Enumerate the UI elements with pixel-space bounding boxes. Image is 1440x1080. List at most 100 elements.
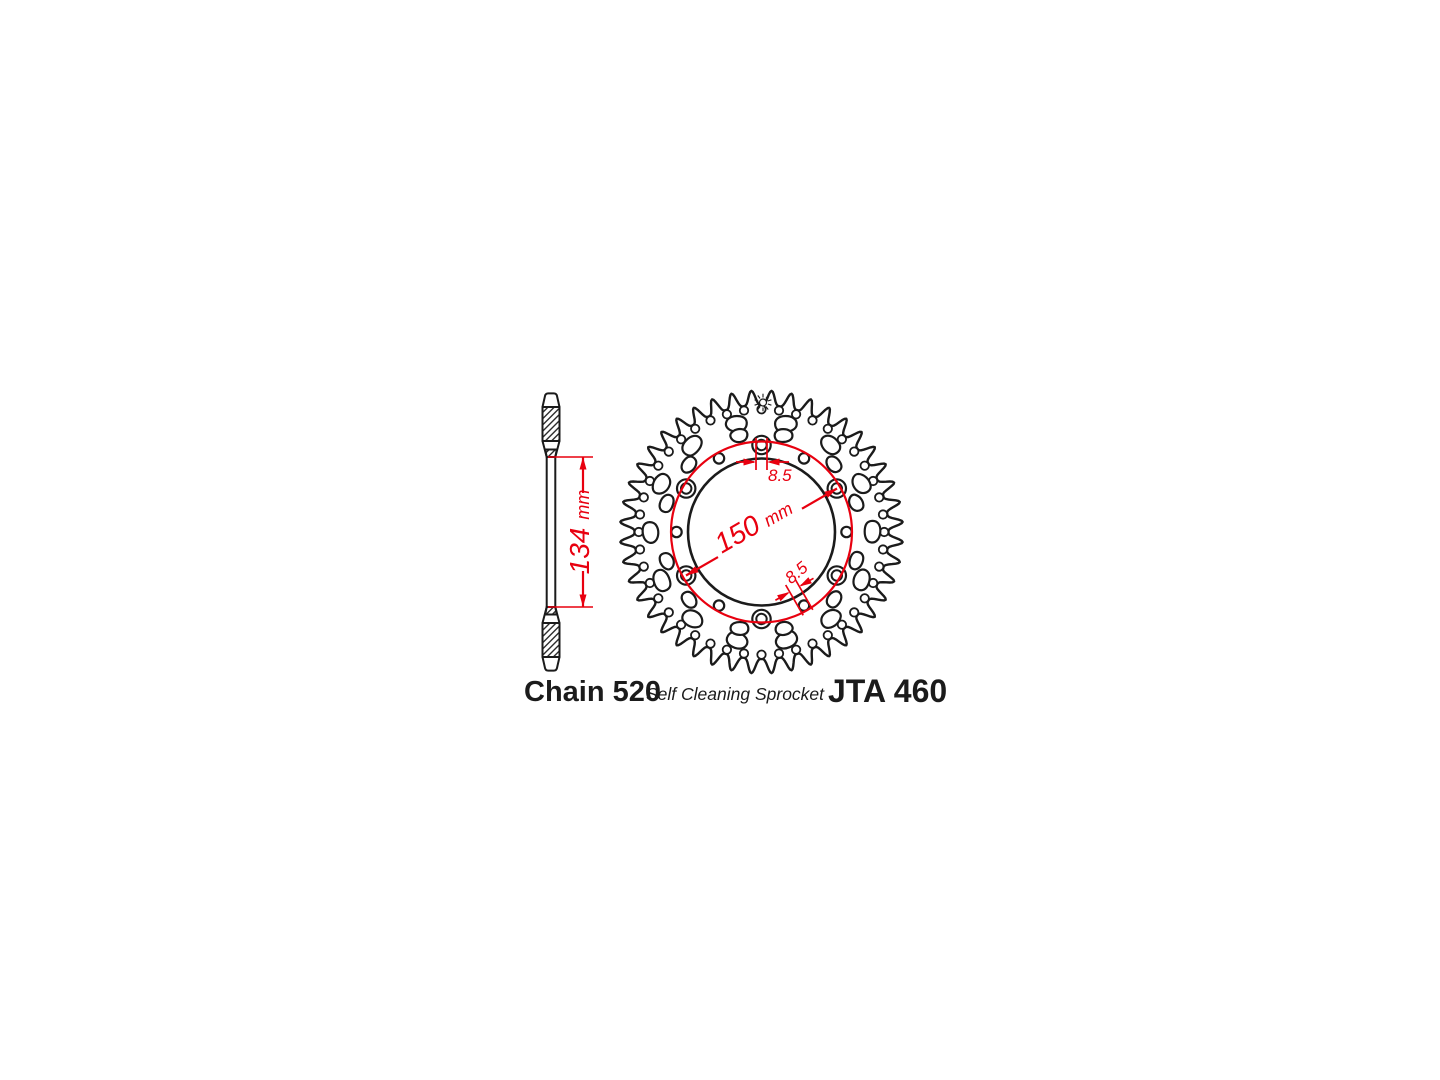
valley-hole — [638, 561, 649, 572]
sun-burst-icon — [754, 393, 772, 412]
lightening-hole — [847, 493, 865, 512]
lightening-hole — [724, 414, 748, 433]
valley-hole — [634, 544, 646, 555]
valley-hole — [705, 415, 716, 426]
lightening-hole — [852, 568, 871, 592]
callout-arrowhead — [743, 458, 756, 466]
carrier-plate-section — [545, 456, 557, 608]
relief-hole-callout-line — [784, 584, 804, 616]
valley-hole — [874, 561, 885, 572]
relief-hole — [670, 525, 683, 539]
valley-hole — [773, 405, 785, 416]
sun-ray — [767, 399, 772, 402]
lightening-hole — [851, 472, 872, 495]
valley-hole — [756, 649, 767, 660]
lightening-hole — [652, 568, 672, 593]
sun-ray — [757, 406, 761, 410]
valley-hole — [663, 607, 674, 618]
valley-hole — [653, 593, 664, 604]
hub-arrowhead — [579, 457, 587, 470]
valley-hole — [877, 509, 889, 520]
valley-hole — [675, 434, 687, 445]
lightening-hole — [774, 620, 794, 637]
valley-hole — [859, 460, 870, 471]
valley-hole — [836, 434, 848, 445]
callout-arrowhead — [799, 577, 812, 587]
relief-hole-callout-line — [794, 579, 814, 611]
lightening-hole — [725, 630, 749, 650]
lightening-hole — [729, 620, 750, 637]
lightening-hole — [658, 551, 675, 571]
valley-hole — [822, 630, 833, 641]
valley-hole — [738, 405, 750, 416]
valley-hole — [653, 460, 664, 471]
callout-arrowhead — [767, 458, 780, 466]
sun-ray — [757, 395, 761, 399]
valley-hole — [822, 423, 833, 434]
bcd-arrowhead — [824, 488, 837, 498]
valley-hole — [859, 593, 870, 604]
valley-hole — [849, 446, 860, 457]
valley-hole — [638, 492, 649, 503]
taper-wedge-bottom — [544, 606, 558, 616]
valley-hole — [773, 648, 785, 659]
bolt-hole-diameter-label: 8.5 — [768, 466, 792, 485]
lightening-hole — [729, 427, 749, 444]
callout-arrowhead — [777, 592, 790, 602]
lightening-hole — [680, 455, 698, 474]
lightening-hole — [658, 493, 675, 514]
hub-width-dimension-label: 134mm — [564, 490, 595, 575]
sun-ray — [765, 395, 769, 399]
lightening-hole — [820, 608, 842, 629]
valley-hole — [790, 644, 802, 655]
valley-hole — [690, 423, 701, 434]
sprocket-side-view — [541, 392, 561, 672]
taper-wedge-top — [544, 448, 558, 458]
valley-hole — [877, 544, 889, 555]
valley-hole — [874, 492, 885, 503]
valley-hole — [807, 638, 818, 649]
valley-hole — [836, 619, 848, 630]
valley-hole — [634, 509, 646, 520]
lightening-hole — [825, 590, 843, 609]
lightening-hole — [863, 519, 882, 544]
bcd-arrowhead — [686, 566, 699, 576]
part-number-label: JTA 460 — [828, 673, 947, 709]
lightening-hole — [651, 472, 672, 495]
valley-hole — [690, 630, 701, 641]
tooth-band-section-bottom — [541, 622, 561, 658]
lightening-hole — [820, 434, 842, 456]
lightening-hole — [680, 590, 698, 609]
valley-hole — [790, 409, 802, 420]
sun-ray — [765, 406, 769, 410]
valley-hole — [663, 446, 674, 457]
dimension-annotations — [548, 438, 854, 624]
valley-hole — [738, 648, 750, 659]
center-bore — [686, 457, 837, 607]
sprocket-front-view — [619, 389, 904, 675]
valley-hole — [705, 638, 716, 649]
valley-hole — [807, 415, 818, 426]
hub-arrowhead — [579, 594, 587, 607]
relief-hole — [840, 525, 853, 539]
lightening-hole — [825, 455, 843, 474]
lightening-hole — [681, 609, 704, 629]
valley-hole — [721, 409, 733, 420]
lightening-hole — [681, 434, 703, 457]
valley-hole — [721, 644, 733, 655]
bolt-circle — [669, 440, 854, 624]
lightening-hole — [773, 428, 794, 444]
lightening-hole — [641, 521, 660, 544]
tooth-band-section-top — [541, 406, 561, 442]
sun-ray — [754, 399, 759, 402]
lightening-hole — [848, 550, 865, 571]
tooth-tip-section-bottom — [541, 656, 561, 672]
sun-ray — [754, 403, 759, 406]
self-cleaning-note: Self Cleaning Sprocket — [646, 684, 825, 704]
chain-size-label: Chain 520 — [524, 676, 661, 708]
sun-ray — [767, 403, 772, 406]
valley-hole — [849, 607, 860, 618]
tooth-tip-section-top — [541, 392, 561, 408]
